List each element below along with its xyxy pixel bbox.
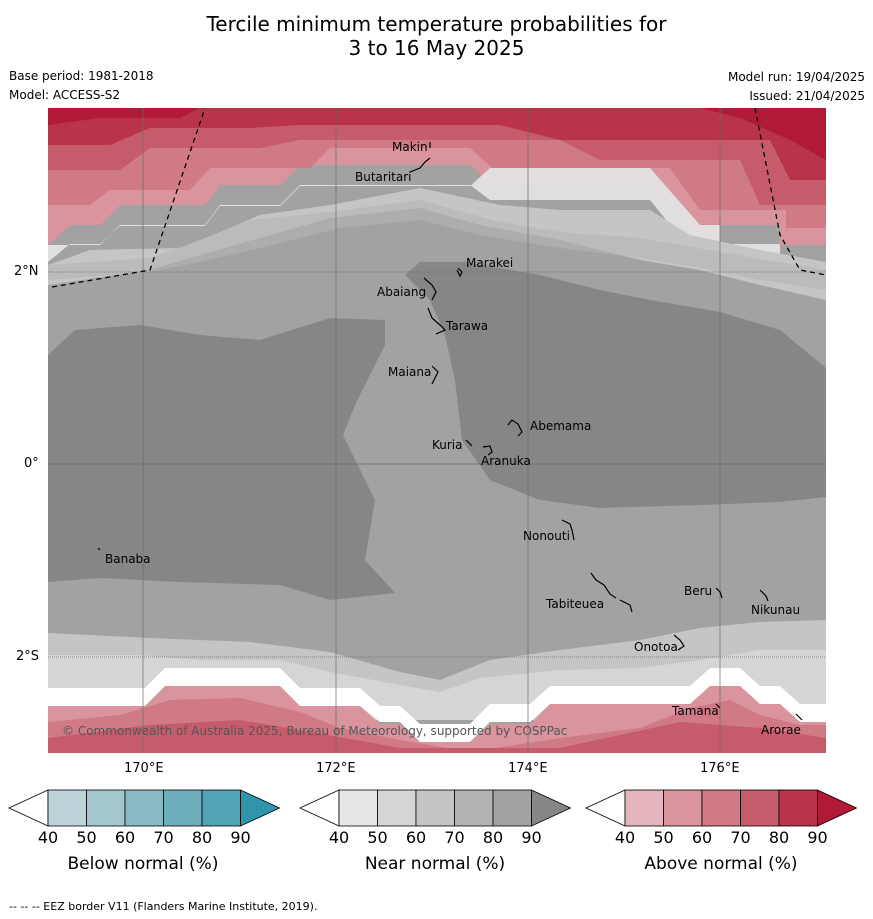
colorbar-below-bin-2 xyxy=(86,789,126,827)
colorbar-below-tick-40: 40 xyxy=(37,828,59,847)
island-label-makin: Makin xyxy=(392,140,428,154)
colorbar-near-bin-2 xyxy=(377,789,417,827)
island-label-nikunau: Nikunau xyxy=(751,603,801,617)
colorbar-above-min-extend xyxy=(585,789,626,827)
island-label-marakei: Marakei xyxy=(466,256,514,270)
lat-label-0: 0° xyxy=(24,456,39,471)
island-label-banaba: Banaba xyxy=(105,552,151,566)
near-normal-90-west xyxy=(48,318,395,600)
colorbar-below-bin-4 xyxy=(163,789,203,827)
near-normal-c5-top xyxy=(48,188,826,300)
lon-label-174e: 174°E xyxy=(508,761,548,776)
lon-label-170e: 170°E xyxy=(124,761,164,776)
model-run: Model run: 19/04/2025 xyxy=(727,70,865,84)
near-normal-b4-top xyxy=(48,200,826,290)
island-label-abaiang: Abaiang xyxy=(377,285,427,299)
island-label-maiana: Maiana xyxy=(388,365,432,379)
colorbar-above-tick-40: 40 xyxy=(614,828,636,847)
colorbar-above-max-extend xyxy=(817,789,858,827)
near-normal-light-top xyxy=(48,168,826,290)
colorbar-below-tick-70: 70 xyxy=(153,828,174,847)
island-label-arorae: Arorae xyxy=(761,723,801,737)
colorbar-above-tick-90: 90 xyxy=(807,828,828,847)
colorbar-above-tick-50: 50 xyxy=(653,828,674,847)
colorbar-below-bin-3 xyxy=(124,789,164,827)
colorbar-below-bin-1 xyxy=(47,789,87,827)
near-normal-white-bottom xyxy=(48,668,826,742)
map-title: Tercile minimum temperature probabilitie… xyxy=(0,12,873,60)
above-normal-band-bottom-3 xyxy=(48,720,826,753)
colorbar-near-bin-4 xyxy=(454,789,494,827)
island-label-onotoa: Onotoa xyxy=(634,640,678,654)
island-label-abemama: Abemama xyxy=(530,419,592,433)
lon-label-172e: 172°E xyxy=(316,761,356,776)
colorbar-above-tick-80: 80 xyxy=(768,828,790,847)
colorbar-below-max-extend xyxy=(240,789,281,827)
colorbar-above-bin-5 xyxy=(778,789,818,827)
colorbar-near-min-extend xyxy=(299,789,340,827)
lat-label-2s: 2°S xyxy=(16,649,40,664)
island-label-aranuka: Aranuka xyxy=(481,454,531,468)
island-outlines xyxy=(97,142,803,721)
above-normal-band-top-4 xyxy=(48,108,826,180)
colorbar-label-near: Near normal (%) xyxy=(364,854,506,874)
issued-date: Issued: 21/04/2025 xyxy=(749,89,865,103)
colorbar-above-bin-2 xyxy=(663,789,703,827)
colorbar-above-bin-1 xyxy=(624,789,664,827)
base-period: Base period: 1981-2018 xyxy=(9,69,154,83)
colorbar-above-tick-60: 60 xyxy=(691,828,713,847)
island-label-beru: Beru xyxy=(684,584,713,598)
island-label-tarawa: Tarawa xyxy=(446,319,489,333)
colorbar-below-tick-80: 80 xyxy=(191,828,213,847)
near-normal-90-east xyxy=(405,262,826,508)
colorbar-below xyxy=(8,789,281,827)
colorbar-below-min-extend xyxy=(8,789,49,827)
colorbar-above-tick-70: 70 xyxy=(730,828,751,847)
colorbar-near xyxy=(299,789,572,827)
island-label-nonouti: Nonouti xyxy=(523,529,570,543)
colorbar-below-tick-60: 60 xyxy=(114,828,136,847)
colorbars xyxy=(8,789,858,827)
island-label-tamana: Tamana xyxy=(672,704,719,718)
lat-label-2n: 2°N xyxy=(14,264,39,279)
colorbar-near-bin-3 xyxy=(415,789,455,827)
colorbar-near-bin-5 xyxy=(492,789,532,827)
copyright-notice: © Commonwealth of Australia 2025, Bureau… xyxy=(62,724,568,738)
colorbar-near-tick-70: 70 xyxy=(444,828,465,847)
colorbar-label-below: Below normal (%) xyxy=(67,854,219,874)
title-line-1: Tercile minimum temperature probabilitie… xyxy=(206,12,667,36)
colorbar-below-bin-5 xyxy=(201,789,241,827)
graticule xyxy=(48,108,826,753)
colorbar-near-tick-60: 60 xyxy=(405,828,427,847)
island-label-butaritari: Butaritari xyxy=(355,170,412,184)
title-line-2: 3 to 16 May 2025 xyxy=(348,36,525,60)
colorbar-near-bin-1 xyxy=(338,789,378,827)
colorbar-below-tick-50: 50 xyxy=(76,828,97,847)
colorbar-near-max-extend xyxy=(531,789,572,827)
colorbar-above xyxy=(585,789,858,827)
eez-footnote: -- -- -- EEZ border V11 (Flanders Marine… xyxy=(9,900,318,913)
colorbar-near-tick-40: 40 xyxy=(328,828,350,847)
colorbar-near-tick-50: 50 xyxy=(367,828,388,847)
island-label-tabiteuea: Tabiteuea xyxy=(546,597,605,611)
model-name: Model: ACCESS-S2 xyxy=(9,88,121,102)
colorbar-near-tick-80: 80 xyxy=(482,828,504,847)
colorbar-above-bin-3 xyxy=(701,789,741,827)
eez-border xyxy=(51,108,826,288)
colorbar-below-tick-90: 90 xyxy=(230,828,251,847)
island-label-kuria: Kuria xyxy=(432,438,463,452)
lon-label-176e: 176°E xyxy=(700,761,740,776)
colorbar-label-above: Above normal (%) xyxy=(644,854,798,874)
colorbar-above-bin-4 xyxy=(740,789,780,827)
colorbar-near-tick-90: 90 xyxy=(521,828,542,847)
above-normal-band-top-5 xyxy=(48,108,826,160)
